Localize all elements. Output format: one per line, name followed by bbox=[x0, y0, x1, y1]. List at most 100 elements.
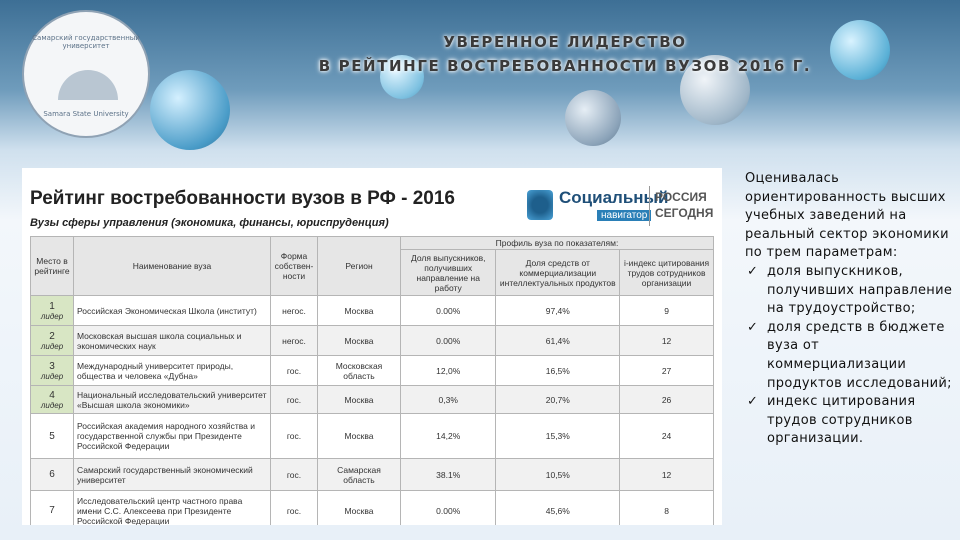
university-name: Московская высшая школа социальных и эко… bbox=[73, 325, 271, 356]
form-cell: негос. bbox=[270, 295, 318, 326]
region-cell: Москва bbox=[317, 325, 401, 356]
region-cell: Москва bbox=[317, 490, 401, 525]
rating-table-panel: Рейтинг востребованности вузов в РФ - 20… bbox=[22, 168, 722, 525]
logo-text: Samara State University bbox=[43, 110, 129, 118]
rank: 6 bbox=[49, 469, 55, 480]
notes-bullet: индекс цитирования трудов сотрудников ор… bbox=[745, 393, 955, 449]
table-subtitle: Вузы сферы управления (экономика, финанс… bbox=[30, 217, 389, 229]
rank-cell: 2 лидер bbox=[30, 325, 74, 356]
column-header: Доля выпускников, получивших направление… bbox=[399, 249, 497, 296]
region-cell: Самарская область bbox=[317, 458, 401, 491]
form-cell: гос. bbox=[270, 413, 318, 459]
column-header: i-индекс цитирования трудов сотрудников … bbox=[619, 249, 714, 296]
rank-badge: лидер bbox=[40, 400, 64, 410]
form-cell: гос. bbox=[270, 385, 318, 414]
region-cell: Москва bbox=[317, 385, 401, 414]
index-cell: 8 bbox=[619, 490, 714, 525]
table-row: 4 лидер Национальный исследовательский уни… bbox=[30, 385, 714, 414]
table-title: Рейтинг востребованности вузов в РФ - 20… bbox=[30, 188, 455, 209]
column-header: Профиль вуза по показателям: bbox=[400, 236, 714, 250]
commerce-cell: 45,6% bbox=[495, 490, 621, 525]
rank: 1 bbox=[49, 300, 55, 312]
commerce-cell: 97,4% bbox=[495, 295, 621, 326]
brand-icon bbox=[527, 190, 553, 220]
ornament bbox=[150, 70, 230, 150]
notes-bullet: доля выпускников, получивших направление… bbox=[745, 263, 955, 319]
form-cell: гос. bbox=[270, 458, 318, 491]
index-cell: 26 bbox=[619, 385, 714, 414]
grads-cell: 0.00% bbox=[399, 295, 497, 326]
university-name: Национальный исследовательский университ… bbox=[73, 385, 271, 414]
rank-cell: 3 лидер bbox=[30, 355, 74, 386]
grads-cell: 0,3% bbox=[399, 385, 497, 414]
table-row: 1 лидер Российская Экономическая Школа (ин… bbox=[30, 295, 714, 326]
table-row: 5 Российская академия народного хозяйства… bbox=[30, 413, 714, 459]
form-cell: гос. bbox=[270, 490, 318, 525]
rank-cell: 4 лидер bbox=[30, 385, 74, 414]
grads-cell: 38.1% bbox=[399, 458, 497, 491]
grads-cell: 0.00% bbox=[399, 490, 497, 525]
region-cell: Москва bbox=[317, 413, 401, 459]
region-cell: Московская область bbox=[317, 355, 401, 386]
rank: 2 bbox=[49, 330, 55, 342]
grads-cell: 14,2% bbox=[399, 413, 497, 459]
university-name: Самарский государственный экономический … bbox=[73, 458, 271, 491]
form-cell: гос. bbox=[270, 355, 318, 386]
rank: 4 bbox=[49, 389, 55, 401]
notes-list: доля выпускников, получивших направление… bbox=[745, 263, 955, 449]
ornament bbox=[565, 90, 621, 146]
rating-table: Место в рейтинге Наименование вуза Форма… bbox=[30, 236, 714, 525]
ornament bbox=[830, 20, 890, 80]
university-logo: Самарский государственный университет Sa… bbox=[22, 10, 150, 138]
rank-badge: лидер bbox=[40, 311, 64, 321]
commerce-cell: 20,7% bbox=[495, 385, 621, 414]
title-line: В РЕЙТИНГЕ ВОСТРЕБОВАННОСТИ ВУЗОВ 2016 Г… bbox=[318, 57, 812, 75]
partner-name: СЕГОДНЯ bbox=[655, 206, 714, 220]
commerce-cell: 16,5% bbox=[495, 355, 621, 386]
commerce-cell: 10,5% bbox=[495, 458, 621, 491]
partner-name: РОССИЯ bbox=[655, 190, 707, 204]
rank-badge: лидер bbox=[40, 371, 64, 381]
brand-name: Социальный bbox=[559, 188, 669, 207]
rank-cell: 5 bbox=[30, 413, 74, 459]
logo-emblem bbox=[58, 70, 118, 100]
rank-cell: 7 bbox=[30, 490, 74, 525]
column-header: Доля средств от коммерциализации интелле… bbox=[495, 249, 621, 296]
slide-title: УВЕРЕННОЕ ЛИДЕРСТВО В РЕЙТИНГЕ ВОСТРЕБОВ… bbox=[200, 30, 930, 78]
form-cell: негос. bbox=[270, 325, 318, 356]
notes-bullet: доля средств в бюджете вуза от коммерциа… bbox=[745, 319, 955, 393]
index-cell: 27 bbox=[619, 355, 714, 386]
index-cell: 12 bbox=[619, 458, 714, 491]
index-cell: 12 bbox=[619, 325, 714, 356]
index-cell: 24 bbox=[619, 413, 714, 459]
rank: 3 bbox=[49, 360, 55, 372]
rank: 5 bbox=[49, 430, 55, 442]
grads-cell: 12,0% bbox=[399, 355, 497, 386]
column-header: Место в рейтинге bbox=[30, 236, 74, 296]
university-name: Международный университет природы, общес… bbox=[73, 355, 271, 386]
column-header: Наименование вуза bbox=[73, 236, 271, 296]
notes-intro: Оценивалась ориентированность высших уче… bbox=[745, 171, 949, 261]
commerce-cell: 61,4% bbox=[495, 325, 621, 356]
table-row: 3 лидер Международный университет природы,… bbox=[30, 355, 714, 386]
index-cell: 9 bbox=[619, 295, 714, 326]
title-line: УВЕРЕННОЕ ЛИДЕРСТВО bbox=[443, 33, 687, 51]
university-name: Исследовательский центр частного права и… bbox=[73, 490, 271, 525]
column-header: Форма собствен­ности bbox=[270, 236, 318, 296]
rank-cell: 6 bbox=[30, 458, 74, 491]
logo-text: Самарский государственный университет bbox=[32, 34, 140, 50]
grads-cell: 0.00% bbox=[399, 325, 497, 356]
brand-tagline: навигатор bbox=[597, 210, 652, 221]
ornament bbox=[380, 55, 424, 99]
rank-cell: 1 лидер bbox=[30, 295, 74, 326]
table-row: 6 Самарский государственный экономический… bbox=[30, 458, 714, 491]
commerce-cell: 15,3% bbox=[495, 413, 621, 459]
column-header: Регион bbox=[317, 236, 401, 296]
notes: Оценивалась ориентированность высших уче… bbox=[745, 170, 955, 540]
table-row: 7 Исследовательский центр частного права … bbox=[30, 490, 714, 525]
ornament bbox=[680, 55, 750, 125]
university-name: Российская академия народного хозяйства … bbox=[73, 413, 271, 459]
region-cell: Москва bbox=[317, 295, 401, 326]
university-name: Российская Экономическая Школа (институт… bbox=[73, 295, 271, 326]
